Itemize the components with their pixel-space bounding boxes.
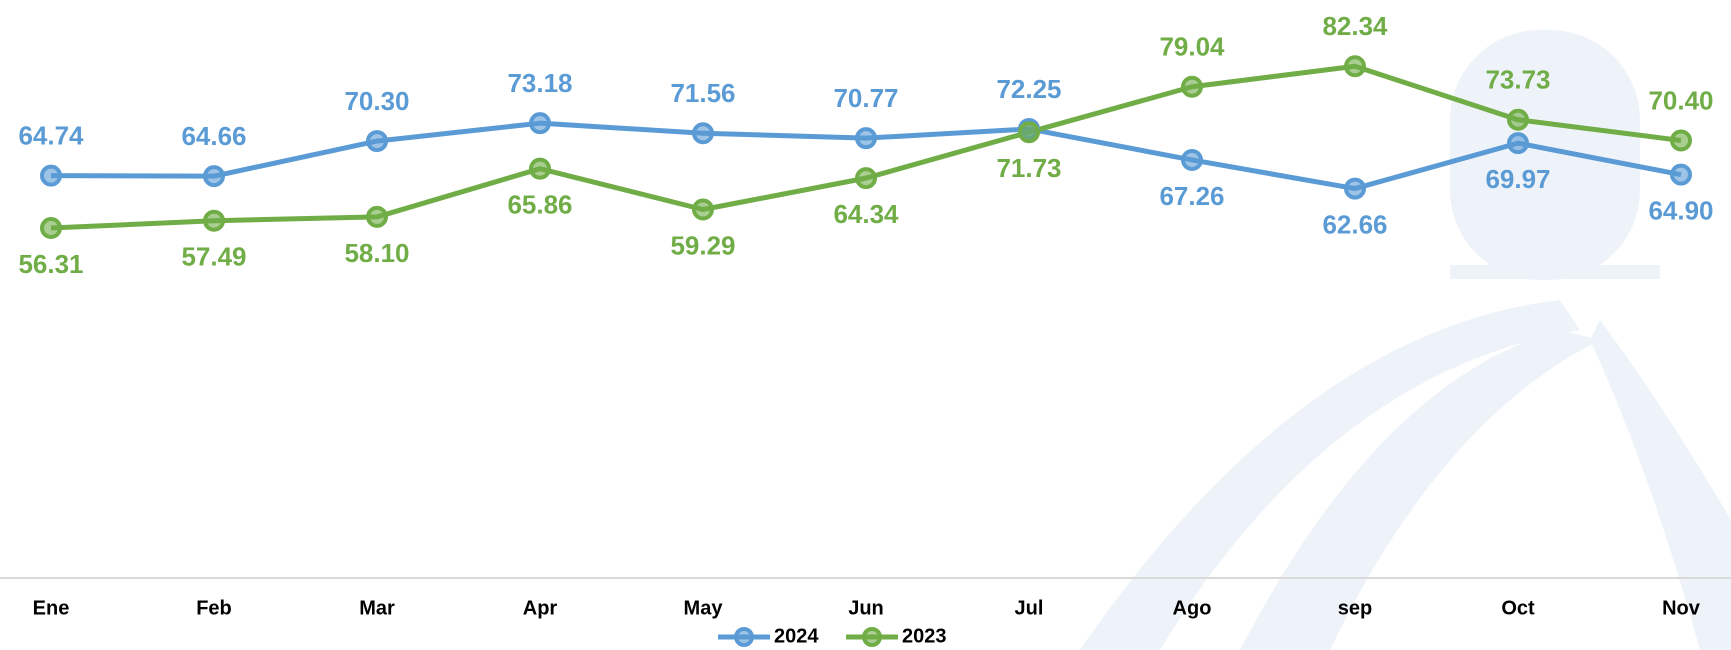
x-tick-label: May xyxy=(684,597,724,619)
data-label: 82.34 xyxy=(1322,11,1388,41)
data-point xyxy=(1018,121,1040,144)
data-point xyxy=(366,205,388,228)
x-tick-label: sep xyxy=(1338,597,1372,619)
data-label: 79.04 xyxy=(1159,32,1225,62)
data-label: 73.18 xyxy=(507,68,572,98)
data-point xyxy=(1670,163,1692,186)
legend-marker xyxy=(862,627,882,647)
data-label: 70.77 xyxy=(833,83,898,113)
data-label: 67.26 xyxy=(1159,181,1224,211)
x-tick-label: Nov xyxy=(1662,597,1701,619)
data-point xyxy=(855,127,877,150)
data-label: 71.73 xyxy=(996,153,1061,183)
data-point xyxy=(1670,129,1692,152)
x-tick-label: Jun xyxy=(848,597,884,619)
data-label: 64.66 xyxy=(181,121,246,151)
data-label: 72.25 xyxy=(996,74,1061,104)
data-point xyxy=(529,112,551,135)
data-point xyxy=(1344,55,1366,78)
x-tick-label: Mar xyxy=(359,597,395,619)
data-point xyxy=(1507,108,1529,131)
data-label: 64.34 xyxy=(833,199,899,229)
x-tick-label: Ene xyxy=(33,597,70,619)
data-label: 70.40 xyxy=(1648,85,1713,115)
data-label: 64.90 xyxy=(1648,196,1713,226)
data-label: 58.10 xyxy=(344,238,409,268)
data-point xyxy=(40,217,62,240)
x-tick-label: Jul xyxy=(1015,597,1044,619)
data-label: 62.66 xyxy=(1322,209,1387,239)
data-label: 56.31 xyxy=(18,249,83,279)
data-label: 57.49 xyxy=(181,242,246,272)
data-label: 70.30 xyxy=(344,86,409,116)
data-label: 71.56 xyxy=(670,78,735,108)
x-tick-label: Ago xyxy=(1173,597,1212,619)
x-tick-label: Feb xyxy=(196,597,232,619)
legend-label: 2024 xyxy=(774,625,819,647)
legend-marker xyxy=(734,627,754,647)
data-label: 59.29 xyxy=(670,230,735,260)
data-point xyxy=(855,167,877,190)
data-point xyxy=(40,164,62,187)
data-label: 64.74 xyxy=(18,121,84,151)
data-point xyxy=(1181,75,1203,98)
watermark xyxy=(1080,30,1731,650)
data-point xyxy=(692,122,714,145)
legend-label: 2023 xyxy=(902,625,947,647)
data-point xyxy=(1181,148,1203,171)
data-point xyxy=(203,209,225,232)
data-label: 73.73 xyxy=(1485,65,1550,95)
x-tick-label: Apr xyxy=(523,597,558,619)
x-tick-label: Oct xyxy=(1501,597,1535,619)
data-point xyxy=(1507,132,1529,155)
data-label: 65.86 xyxy=(507,190,572,220)
data-point xyxy=(366,130,388,153)
data-label: 69.97 xyxy=(1485,164,1550,194)
data-point xyxy=(529,157,551,180)
data-point xyxy=(203,165,225,188)
data-point xyxy=(692,198,714,221)
data-point xyxy=(1344,177,1366,200)
